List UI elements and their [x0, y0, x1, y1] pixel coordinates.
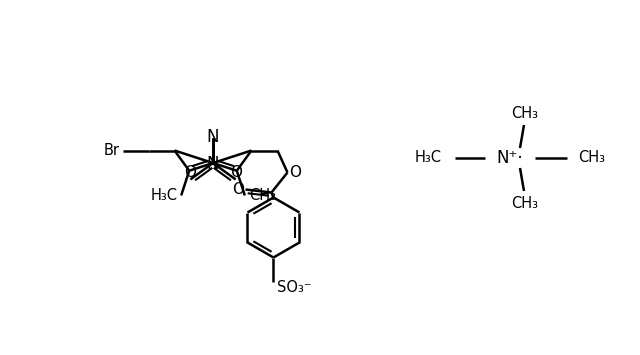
Text: O: O — [184, 165, 196, 180]
Text: CH₃: CH₃ — [578, 151, 605, 165]
Text: H₃C: H₃C — [150, 188, 177, 203]
Text: N: N — [207, 155, 220, 173]
Text: Br: Br — [104, 143, 120, 158]
Text: O: O — [289, 165, 301, 180]
Text: H₃C: H₃C — [415, 151, 442, 165]
Text: N: N — [207, 128, 220, 146]
Text: CH₃: CH₃ — [511, 196, 538, 211]
Text: CH₃: CH₃ — [511, 105, 538, 120]
Text: CH₃: CH₃ — [249, 188, 276, 203]
Text: O: O — [230, 165, 242, 180]
Text: SO₃⁻: SO₃⁻ — [278, 280, 312, 295]
Text: N⁺·: N⁺· — [497, 149, 524, 167]
Text: O: O — [232, 182, 244, 197]
